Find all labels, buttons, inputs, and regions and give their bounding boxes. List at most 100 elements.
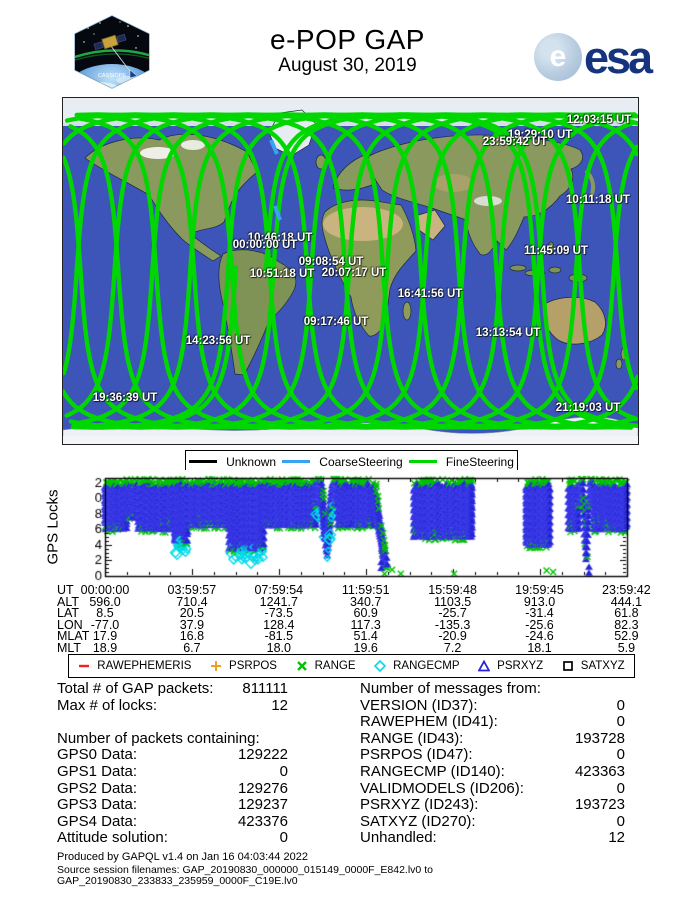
stat-left-value: 0 [279, 829, 288, 847]
stat-right-value: 193723 [574, 796, 625, 814]
axis-row-label: MLT [57, 641, 82, 655]
steering-legend: Unknown CoarseSteering FineSteering [185, 450, 518, 473]
axis-cell-lon: -135.3 [434, 617, 471, 632]
stat-left-value: 423376 [237, 812, 288, 830]
axis-cell-mlat: -81.5 [264, 629, 294, 644]
stat-right-value: 0 [616, 696, 625, 714]
axis-cell-ut: 00:00:00 [80, 583, 130, 597]
axis-cell-lon: 117.3 [350, 617, 381, 632]
axis-cell-mlat: 51.4 [353, 629, 378, 644]
steering-legend-label: CoarseSteering [319, 454, 403, 469]
marker-legend-label: PSRXYZ [497, 660, 544, 672]
stat-left-value: 129237 [237, 796, 288, 814]
axis-cell-alt: 913.0 [523, 594, 556, 609]
map-time-label: 10:46:18 UT [247, 232, 313, 244]
stat-left-value: 129222 [237, 746, 288, 764]
marker-legend-label: RANGECMP [393, 660, 460, 672]
stat-left-label: Attitude solution: [57, 829, 168, 847]
axis-cell-alt: 1241.7 [259, 594, 298, 609]
axis-cell-lon: 128.4 [263, 617, 295, 632]
stat-right-label: Number of messages from: [360, 680, 541, 697]
steering-legend-item: FineSteering [408, 455, 514, 469]
map-time-label: 20:07:17 UT [321, 267, 387, 279]
stat-left-label: GPS3 Data: [57, 796, 138, 814]
marker-legend-item: PSRXYZ [478, 660, 543, 672]
legend-line-icon [282, 460, 311, 463]
stat-left-label: Number of packets containing: [57, 729, 260, 747]
map-time-label: 00:00:00 UT [232, 239, 298, 251]
footer-source-files-2: GAP_20190830_233833_235959_0000F_C19E.lv… [57, 875, 298, 887]
marker-legend-item: RANGECMP [374, 660, 460, 672]
world-map [63, 98, 638, 444]
cassiope-mission-patch: CASSIOPE [70, 14, 154, 90]
axis-cell-mlt: 18.0 [266, 641, 291, 655]
ground-track [63, 112, 638, 430]
stat-left-value: 129276 [237, 779, 288, 797]
ground-track [74, 112, 634, 430]
ground-track [70, 112, 632, 430]
stat-right-label: SATXYZ (ID270): [360, 812, 476, 830]
stat-right-label: PSRPOS (ID47): [360, 746, 473, 764]
satellite-icon [93, 33, 131, 72]
map-time-label: 09:17:46 UT [303, 316, 369, 328]
stat-right-value: 0 [616, 746, 625, 764]
triangle-marker-icon [478, 660, 491, 672]
page-title: e-POP GAP [270, 24, 425, 55]
marker-legend-item: RANGE [296, 660, 356, 672]
stat-left-label: GPS0 Data: [57, 746, 138, 764]
stat-left-value: 811111 [242, 680, 288, 697]
map-time-label: 19:29:10 UT [507, 129, 573, 141]
axis-cell-lat: 60.9 [353, 606, 378, 621]
axis-cell-ut: 15:59:48 [428, 583, 477, 597]
axis-cell-mlat: -20.9 [438, 629, 467, 644]
stat-right-label: VALIDMODELS (ID206): [360, 779, 524, 797]
axis-cell-lat: 61.8 [614, 606, 639, 621]
axis-cell-mlat: 52.9 [614, 629, 639, 644]
axis-cell-ut: 11:59:51 [341, 583, 390, 597]
stat-right-label: Unhandled: [360, 829, 437, 847]
stat-right-value: 0 [616, 779, 625, 797]
stat-right-label: VERSION (ID37): [360, 696, 478, 714]
map-time-label: 11:45:09 UT [524, 245, 588, 257]
stat-left-value: 0 [279, 763, 288, 780]
marker-legend-label: RANGE [314, 660, 356, 672]
stat-right-value: 12 [608, 829, 625, 847]
axis-cell-lon: -77.0 [90, 617, 120, 632]
esa-logo: e esa [534, 30, 664, 84]
axis-cell-ut: 23:59:42 [602, 583, 651, 597]
marker-legend-label: PSRPOS [229, 660, 277, 672]
axis-cell-lon: -25.6 [525, 617, 554, 632]
stat-right-label: PSRXYZ (ID243): [360, 796, 479, 814]
map-time-label: 10:51:18 UT [249, 268, 315, 280]
ground-track [71, 112, 635, 430]
mission-patch-graphic: CASSIOPE [74, 15, 150, 89]
map-time-label: 16:41:56 UT [397, 288, 463, 300]
plus-marker-icon [210, 660, 222, 672]
axis-cell-lat: -73.5 [264, 606, 294, 621]
ground-track [63, 112, 638, 430]
axis-cell-ut: 07:59:54 [254, 583, 304, 597]
axis-cell-lat: -31.4 [525, 606, 554, 621]
axis-cell-mlt: 18.9 [92, 641, 118, 655]
stat-right-value: 423363 [574, 763, 625, 780]
diamond-marker-icon [374, 660, 387, 672]
steering-legend-label: Unknown [226, 454, 277, 469]
ground-track [74, 112, 617, 430]
marker-legend: RAWEPHEMERIS PSRPOS RANGE RANGECMP PSRXYZ SAT… [68, 654, 635, 678]
groundtrack-map: 12:03:15 UT 19:29:10 UT 23:59:42 UT 10:11:1… [62, 97, 639, 445]
axis-cell-mlt: 18.1 [527, 641, 552, 655]
legend-line-icon [408, 460, 437, 463]
footer-produced-by: Produced by GAPQL v1.4 on Jan 16 04:03:4… [57, 851, 308, 863]
steering-legend-item: CoarseSteering [282, 454, 403, 469]
footer-source-files-1: Source session filenames: GAP_20190830_0… [57, 864, 433, 876]
axis-row-label: ALT [57, 594, 79, 609]
axis-cell-alt: 1103.5 [433, 594, 472, 609]
axis-cell-lon: 82.3 [614, 617, 639, 632]
marker-legend-label: RAWEPHEMERIS [97, 660, 192, 672]
y-axis-label: GPS Locks [44, 489, 62, 565]
axis-row-label: LAT [57, 606, 79, 621]
coarse-steering-track [269, 139, 279, 155]
marker-legend-item: RAWEPHEMERIS [78, 660, 191, 672]
esa-wordmark: esa [584, 31, 653, 83]
